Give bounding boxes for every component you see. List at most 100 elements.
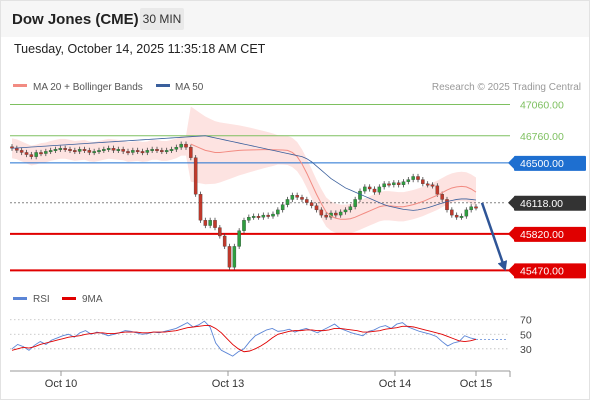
candle-body	[353, 199, 357, 207]
candle-body	[440, 194, 444, 200]
x-tick-label-1: Oct 13	[212, 378, 244, 390]
candle-body	[421, 179, 425, 184]
x-tick-label-3: Oct 15	[460, 378, 492, 390]
candle-body	[193, 157, 198, 195]
candle-body	[459, 215, 464, 218]
candle-body	[73, 150, 77, 153]
candlesticks	[10, 141, 478, 270]
candle-body	[135, 150, 140, 153]
legend-rsi: RSI	[33, 294, 50, 305]
candle-body	[203, 220, 208, 226]
level-label-2: 46500.00	[520, 158, 564, 170]
candle-body	[184, 143, 188, 148]
candle-body	[430, 184, 435, 187]
legend-swatch-ma20	[13, 84, 27, 87]
candle-body	[435, 185, 440, 195]
candle-body	[382, 183, 386, 188]
candle-body	[39, 152, 43, 155]
candle-body	[261, 214, 266, 218]
bollinger-bands	[12, 106, 476, 234]
candle-body	[411, 176, 415, 180]
candle-body	[454, 214, 459, 218]
level-box-4	[514, 226, 586, 242]
projection-arrow-line	[480, 202, 508, 272]
candle-body	[242, 220, 246, 231]
candle-body	[92, 151, 96, 154]
candle-body	[68, 149, 72, 151]
legend-ma20: MA 20 + Bollinger Bands	[33, 82, 143, 93]
level-pointer-5	[508, 264, 514, 277]
candle-body	[63, 148, 67, 150]
bollinger-band-fill	[12, 106, 476, 234]
level-pointer-2	[508, 156, 514, 169]
legend-swatch-9ma	[62, 297, 76, 300]
candle-body	[305, 199, 309, 203]
candle-body	[155, 149, 159, 151]
candle-body	[334, 212, 338, 216]
level-label-5: 45470.00	[520, 265, 564, 277]
candle-body	[116, 149, 121, 151]
candle-body	[198, 194, 203, 221]
candle-body	[174, 147, 179, 150]
candle-body	[396, 182, 401, 185]
candle-body	[372, 188, 377, 193]
candle-body	[295, 195, 299, 198]
legend-swatch-ma50	[156, 84, 170, 87]
candle-body	[309, 202, 314, 206]
candle-body	[290, 195, 295, 200]
candle-body	[367, 186, 372, 190]
candle-body	[445, 199, 449, 211]
candle-body	[237, 230, 241, 247]
datetime-label: Tuesday, October 14, 2025 11:35:18 AM CE…	[14, 42, 266, 56]
candle-body	[338, 211, 343, 216]
x-tick-label-0: Oct 10	[45, 378, 77, 390]
candle-body	[232, 246, 237, 268]
rsi-9ma-line	[11, 325, 477, 353]
candle-body	[343, 209, 348, 213]
candle-body	[247, 217, 251, 221]
candle-body	[34, 152, 38, 157]
timeframe-button[interactable]: 30 MIN	[140, 8, 184, 30]
legend-swatch-rsi	[13, 297, 27, 300]
candle-body	[179, 143, 183, 148]
candle-body	[53, 149, 58, 151]
x-axis-ticks: Oct 10 Oct 13 Oct 14 Oct 15	[45, 371, 492, 390]
candle-body	[24, 152, 29, 155]
candle-body	[387, 183, 391, 186]
candle-body	[160, 150, 164, 153]
level-box-2	[514, 155, 586, 171]
rsi-panel: 70 50 30	[10, 315, 532, 357]
candle-body	[82, 149, 87, 151]
candle-body	[425, 183, 430, 186]
candle-body	[474, 206, 478, 209]
candle-body	[251, 215, 256, 218]
candle-body	[256, 215, 261, 218]
candle-body	[218, 227, 222, 237]
rsi-tick-label-1: 50	[520, 329, 532, 341]
candle-body	[44, 151, 48, 154]
candle-body	[140, 151, 145, 154]
chart-header: Dow Jones (CME) 30 MIN	[1, 1, 589, 37]
candle-body	[77, 149, 82, 152]
candle-body	[266, 214, 270, 217]
candle-body	[111, 148, 116, 151]
candle-body	[58, 148, 63, 150]
candle-body	[469, 206, 473, 211]
candle-body	[150, 149, 154, 151]
level-label-4: 45820.00	[520, 229, 564, 241]
candle-body	[15, 148, 19, 151]
credit-text: Research © 2025 Trading Central	[432, 82, 581, 93]
candle-body	[222, 235, 227, 247]
candle-body	[213, 220, 217, 228]
candle-body	[280, 204, 285, 211]
candle-body	[102, 149, 106, 151]
ma50-line	[11, 135, 477, 211]
level-box-3	[514, 195, 586, 211]
projection-arrow	[480, 202, 508, 272]
candle-body	[106, 148, 111, 150]
candle-body	[29, 154, 34, 157]
candle-body	[164, 150, 169, 153]
level-pointer-3	[508, 196, 514, 209]
